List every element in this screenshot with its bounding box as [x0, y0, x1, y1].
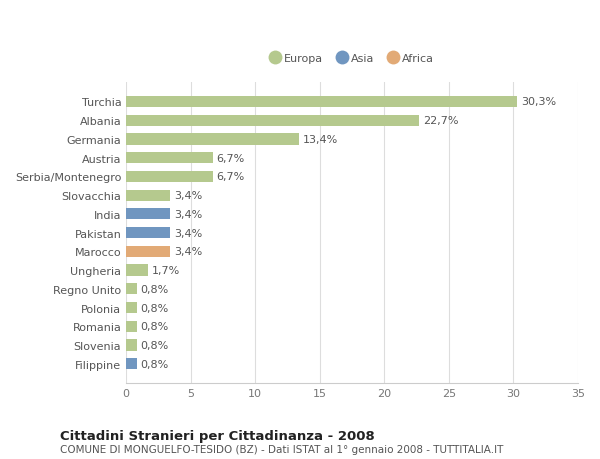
Text: 13,4%: 13,4%	[303, 134, 338, 145]
Text: 3,4%: 3,4%	[174, 228, 202, 238]
Bar	[126, 302, 137, 313]
Text: Cittadini Stranieri per Cittadinanza - 2008: Cittadini Stranieri per Cittadinanza - 2…	[60, 429, 375, 442]
Text: 3,4%: 3,4%	[174, 247, 202, 257]
Text: 0,8%: 0,8%	[140, 322, 169, 331]
Bar	[126, 171, 213, 183]
Text: 3,4%: 3,4%	[174, 209, 202, 219]
Bar	[126, 246, 170, 257]
Bar	[126, 284, 137, 295]
Text: 6,7%: 6,7%	[217, 153, 245, 163]
Bar	[126, 96, 517, 108]
Bar	[126, 321, 137, 332]
Text: 0,8%: 0,8%	[140, 340, 169, 350]
Text: 1,7%: 1,7%	[152, 265, 181, 275]
Text: 30,3%: 30,3%	[521, 97, 556, 107]
Text: 0,8%: 0,8%	[140, 359, 169, 369]
Bar	[126, 190, 170, 202]
Text: 22,7%: 22,7%	[423, 116, 458, 126]
Bar	[126, 115, 419, 127]
Bar	[126, 209, 170, 220]
Text: 0,8%: 0,8%	[140, 284, 169, 294]
Bar	[126, 134, 299, 145]
Text: COMUNE DI MONGUELFO-TESIDO (BZ) - Dati ISTAT al 1° gennaio 2008 - TUTTITALIA.IT: COMUNE DI MONGUELFO-TESIDO (BZ) - Dati I…	[60, 444, 503, 454]
Bar	[126, 153, 213, 164]
Text: 6,7%: 6,7%	[217, 172, 245, 182]
Bar	[126, 265, 148, 276]
Bar	[126, 358, 137, 369]
Text: 0,8%: 0,8%	[140, 303, 169, 313]
Text: 3,4%: 3,4%	[174, 190, 202, 201]
Legend: Europa, Asia, Africa: Europa, Asia, Africa	[265, 50, 439, 68]
Bar	[126, 228, 170, 239]
Bar	[126, 340, 137, 351]
